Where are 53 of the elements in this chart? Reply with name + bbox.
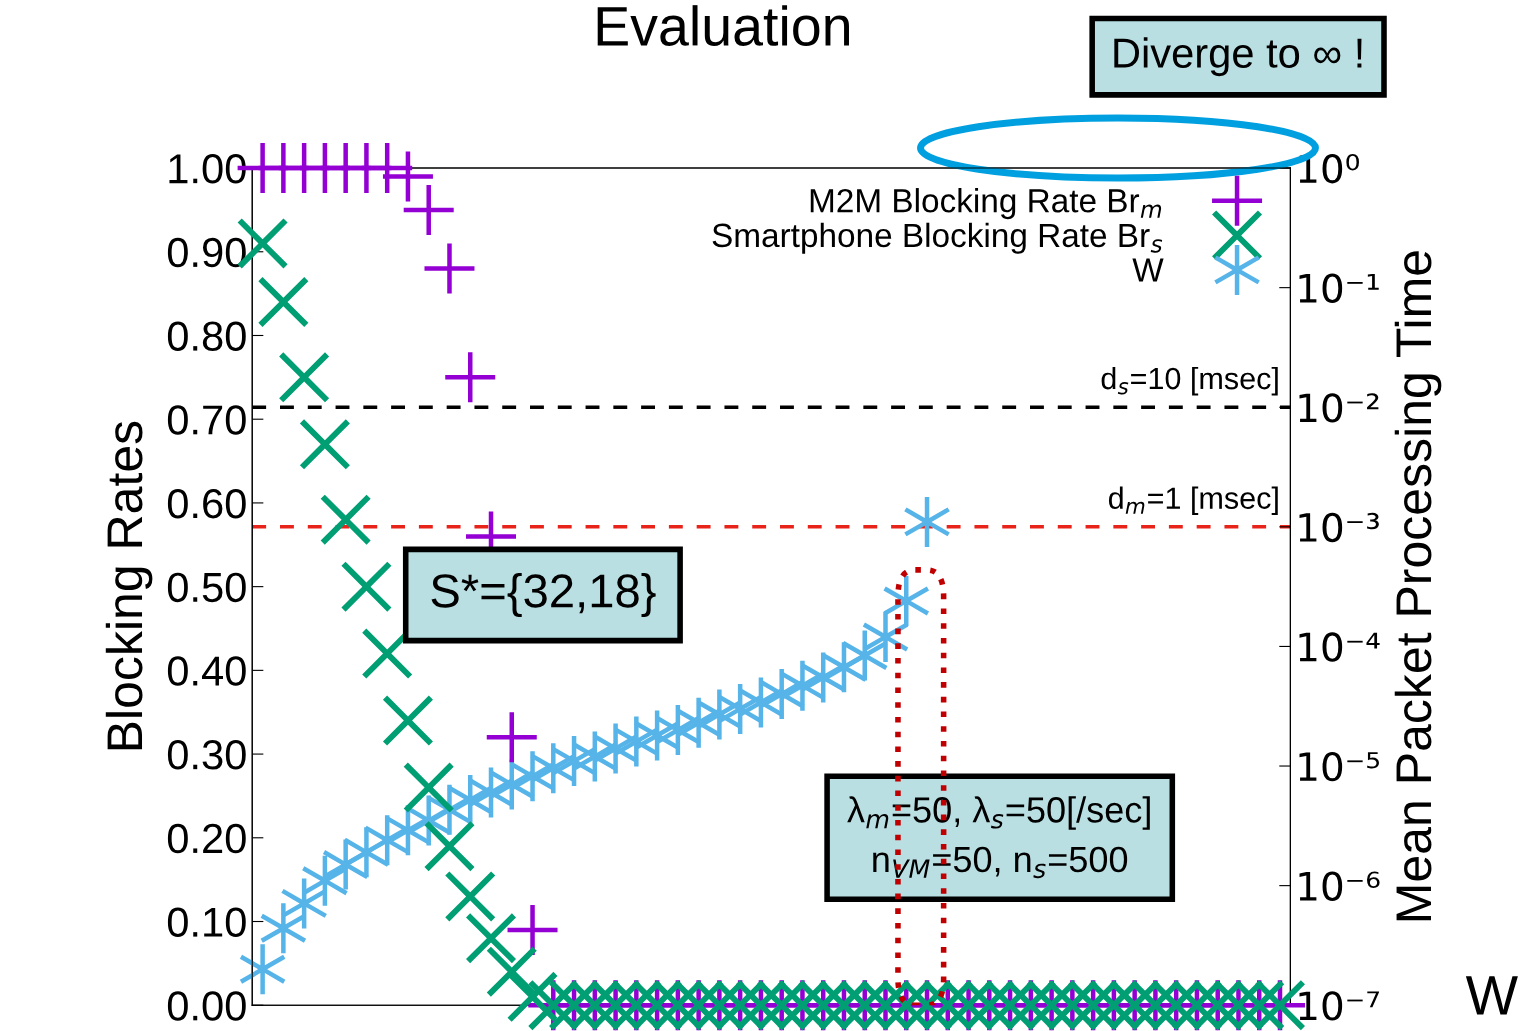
- y-tick-label: 0.70: [167, 405, 246, 435]
- legend-label: M2M Blocking Rate Br$_{m}$: [810, 188, 1162, 220]
- ref-line-label: d$_{m}$=1 [msec]: [1108, 486, 1278, 516]
- point: [403, 184, 454, 235]
- point: [403, 762, 454, 813]
- y2-tick-label: 10⁻⁶: [1299, 871, 1380, 901]
- point: [904, 496, 950, 547]
- point: [424, 821, 475, 872]
- point: [862, 611, 909, 662]
- point: [382, 695, 433, 746]
- y-tick-label: 0.60: [167, 488, 246, 519]
- y2-tick-label: 10⁻³: [1299, 512, 1379, 543]
- y2-tick-label: 10⁻⁴: [1299, 632, 1380, 662]
- text: W: [1465, 976, 1518, 1015]
- y2-tick-label: 10⁻¹: [1299, 273, 1379, 303]
- text: Diverge to ∞ !: [1114, 37, 1362, 77]
- legend-label: Smartphone Blocking Rate Br$_{s}$: [712, 222, 1163, 254]
- y2-tick-label: 10⁻²: [1299, 393, 1379, 423]
- ref-line-label: d$_{s}$=10 [msec]: [1101, 366, 1278, 396]
- annotation: S*={32,18}: [431, 573, 656, 618]
- y-axis-title: Blocking Rates: [105, 421, 153, 750]
- y-tick-label: 0.50: [167, 572, 246, 603]
- text: λ$_{m}$=50, λ$_{s}$=50[/sec] n$_{VM}$=50, n$_{s}$=500: [847, 796, 1150, 879]
- point: [883, 575, 930, 626]
- point: [281, 878, 327, 929]
- point: [507, 904, 558, 955]
- point: [341, 561, 392, 612]
- point: [445, 352, 496, 403]
- point: [424, 243, 475, 294]
- chart-title: Evaluation: [597, 5, 849, 46]
- point: [320, 494, 371, 545]
- y-tick-label: 0.80: [167, 321, 246, 351]
- legend-label: W: [1132, 258, 1164, 282]
- y2-tick-label: 10⁻⁷: [1299, 991, 1380, 1021]
- y-tick-label: 1.00: [169, 154, 246, 184]
- y-tick-label: 0.90: [167, 237, 246, 268]
- y-tick-label: 0.30: [167, 740, 246, 770]
- point: [466, 913, 517, 964]
- point: [299, 419, 350, 470]
- point: [841, 630, 888, 681]
- point: [258, 277, 309, 327]
- point: [486, 712, 537, 763]
- point: [382, 151, 433, 202]
- y2-axis-title: Mean Packet Processing Time: [1394, 251, 1442, 921]
- y-tick-label: 0.10: [167, 907, 246, 938]
- y-tick-label: 0.20: [167, 823, 246, 854]
- y-tick-label: 0.00: [167, 991, 246, 1021]
- point: [260, 903, 307, 954]
- y-tick-label: 0.40: [167, 656, 246, 686]
- y2-tick-label: 10⁻⁵: [1299, 751, 1379, 782]
- point: [445, 871, 496, 922]
- point: [279, 352, 330, 403]
- point: [362, 628, 413, 679]
